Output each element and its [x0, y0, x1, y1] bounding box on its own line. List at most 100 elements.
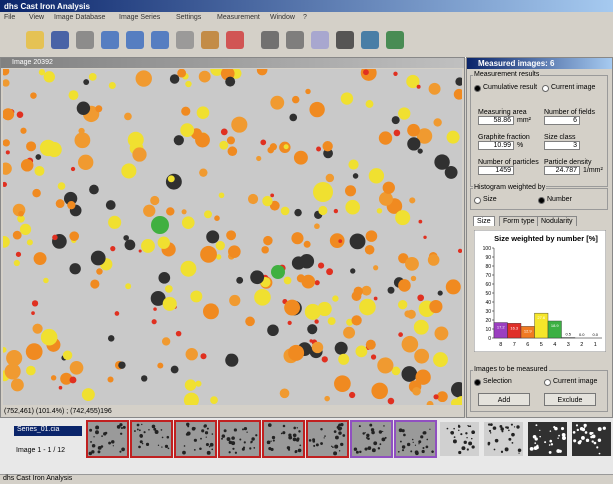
toolbar-button[interactable] [51, 31, 69, 49]
particle [6, 350, 23, 367]
thumbnail-dot [529, 446, 534, 451]
tab[interactable]: Form type [499, 216, 539, 226]
thumbnail[interactable] [526, 420, 569, 458]
particle [287, 320, 292, 326]
particle [316, 146, 322, 152]
thumbnail-dot [468, 441, 473, 446]
particle [296, 274, 306, 283]
particle [413, 319, 429, 335]
toolbar-button[interactable] [76, 31, 94, 49]
radio-button[interactable] [542, 85, 549, 92]
particle [40, 328, 58, 346]
radio-button[interactable] [544, 379, 551, 386]
particle [81, 388, 95, 402]
particle [200, 245, 217, 263]
toolbar-button[interactable] [176, 31, 194, 49]
toolbar-button[interactable] [311, 31, 329, 49]
particle [151, 319, 157, 325]
particle [165, 285, 173, 293]
particle [143, 204, 156, 217]
thumbnail-dot [342, 434, 346, 437]
radio-button[interactable] [538, 197, 545, 204]
particle [365, 339, 376, 350]
thumbnail-dot [549, 439, 553, 443]
particle [263, 235, 273, 246]
particle [43, 277, 49, 284]
y-tick-label: 80 [485, 264, 491, 270]
toolbar-button[interactable] [226, 31, 244, 49]
menu-item[interactable]: Window [270, 14, 295, 21]
menu-item[interactable]: Measurement [217, 14, 260, 21]
menu-item[interactable]: ? [303, 14, 307, 21]
thumbnail-dot [544, 441, 547, 444]
particle [311, 341, 324, 354]
radio-button[interactable] [474, 85, 481, 92]
particle [180, 260, 197, 277]
toolbar-button[interactable] [201, 31, 219, 49]
particle [293, 150, 308, 165]
radio-button[interactable] [474, 379, 481, 386]
thumbnail-dot [320, 428, 323, 431]
particle [334, 375, 351, 393]
toolbar-button[interactable] [126, 31, 144, 49]
thumbnail-dot [492, 426, 497, 430]
thumbnail-dot [340, 442, 344, 447]
particle [173, 135, 184, 146]
thumbnail-dot [373, 441, 378, 446]
toolbar-button[interactable] [286, 31, 304, 49]
y-tick-label: 40 [485, 300, 491, 306]
particle [391, 116, 400, 125]
value-label: 12.9 [524, 328, 533, 333]
thumbnail-dot [205, 436, 207, 438]
tab[interactable]: Nodularity [537, 216, 577, 226]
button[interactable]: Exclude [544, 393, 596, 406]
tab[interactable]: Size [473, 216, 495, 226]
toolbar-button[interactable] [261, 31, 279, 49]
thumbnail-dot [399, 440, 402, 443]
menu-item[interactable]: Settings [176, 14, 202, 21]
particle [247, 193, 259, 205]
particle [314, 319, 319, 324]
thumbnail-dot [355, 450, 359, 454]
x-tick-label: 3 [567, 342, 570, 348]
thumbnail-dot [406, 442, 411, 447]
particle [401, 335, 419, 353]
toolbar-button[interactable] [26, 31, 44, 49]
particle [428, 82, 441, 95]
menu-item[interactable]: Image Database [54, 14, 106, 21]
thumbnail-dot [161, 446, 163, 448]
bar [547, 320, 562, 339]
particle [270, 95, 285, 110]
thumbnail-dot [410, 450, 413, 453]
particle [185, 348, 198, 361]
toolbar-button[interactable] [151, 31, 169, 49]
menu-item[interactable]: Image Series [119, 14, 161, 21]
particle [317, 301, 332, 317]
particle [279, 388, 290, 399]
menu-item[interactable]: File [4, 14, 16, 21]
toolbar-button[interactable] [101, 31, 119, 49]
thumbnail-dot [138, 445, 141, 449]
radio-button[interactable] [474, 197, 481, 204]
particle [338, 353, 350, 365]
button[interactable]: Add [478, 393, 530, 406]
toolbar-button[interactable] [361, 31, 379, 49]
particle [39, 139, 57, 157]
y-tick-label: 0 [488, 336, 491, 342]
toolbar-button[interactable] [336, 31, 354, 49]
thumbnail[interactable] [130, 420, 173, 458]
menu-item[interactable]: View [29, 14, 45, 21]
thumbnail-dot [228, 440, 233, 445]
thumbnail-dot [534, 437, 538, 441]
thumbnail-dot [249, 447, 252, 450]
particle [227, 146, 238, 157]
thumbnail-dot [267, 423, 272, 427]
particle [57, 182, 66, 190]
particle [415, 369, 431, 385]
particle [31, 300, 39, 307]
particle [326, 268, 334, 276]
toolbar-button[interactable] [386, 31, 404, 49]
thumbnail-dot [116, 425, 121, 429]
particle [3, 69, 10, 76]
thumbnail-dot [234, 451, 238, 454]
